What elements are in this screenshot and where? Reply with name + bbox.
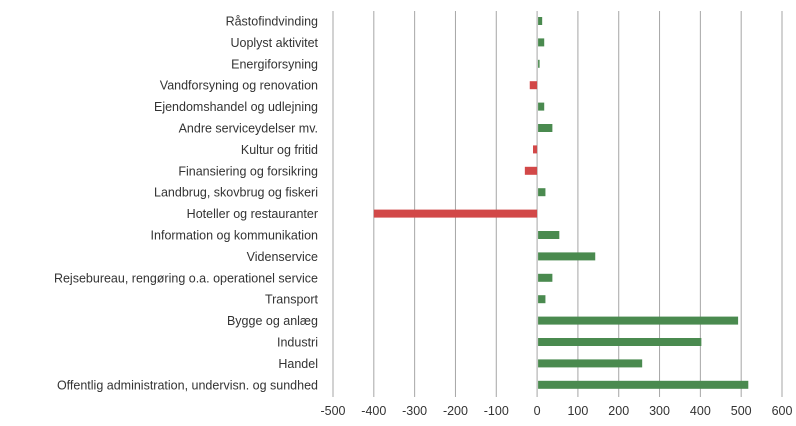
bar bbox=[533, 145, 538, 154]
bar bbox=[538, 295, 546, 304]
category-label: Råstofindvinding bbox=[226, 15, 318, 29]
bar bbox=[538, 102, 545, 111]
category-label: Offentlig administration, undervisn. og … bbox=[57, 378, 318, 392]
x-tick-label: -500 bbox=[320, 404, 345, 418]
category-label: Bygge og anlæg bbox=[227, 314, 318, 328]
category-label: Transport bbox=[265, 293, 319, 307]
category-label: Andre serviceydelser mv. bbox=[179, 122, 318, 136]
x-tick-label: 200 bbox=[608, 404, 629, 418]
category-label: Information og kommunikation bbox=[151, 229, 318, 243]
bar bbox=[524, 166, 538, 175]
x-tick-label: 300 bbox=[649, 404, 670, 418]
category-label: Hoteller og restauranter bbox=[187, 207, 318, 221]
category-label: Energiforsyning bbox=[231, 57, 318, 71]
bar bbox=[538, 124, 553, 132]
bars bbox=[373, 17, 749, 389]
category-label: Rejsebureau, rengøring o.a. operationel … bbox=[54, 271, 318, 285]
category-label: Industri bbox=[277, 336, 318, 350]
category-label: Handel bbox=[278, 357, 318, 371]
bar bbox=[538, 231, 560, 239]
x-tick-label: 500 bbox=[731, 404, 752, 418]
bar bbox=[538, 316, 739, 325]
bar bbox=[538, 59, 540, 68]
category-label: Videnservice bbox=[247, 250, 318, 264]
category-label: Ejendomshandel og udlejning bbox=[154, 100, 318, 114]
x-tick-label: 600 bbox=[772, 404, 793, 418]
bar bbox=[538, 380, 749, 389]
category-label: Landbrug, skovbrug og fiskeri bbox=[154, 186, 318, 200]
bar bbox=[538, 338, 702, 346]
x-tick-label: -300 bbox=[402, 404, 427, 418]
category-label: Vandforsyning og renovation bbox=[160, 79, 318, 93]
bar bbox=[538, 17, 543, 25]
bar bbox=[538, 188, 546, 197]
bar bbox=[538, 252, 596, 261]
category-label: Finansiering og forsikring bbox=[178, 164, 318, 178]
x-tick-label: -200 bbox=[443, 404, 468, 418]
bar bbox=[538, 359, 643, 368]
x-tick-label: -400 bbox=[361, 404, 386, 418]
bar bbox=[538, 38, 545, 47]
category-label: Kultur og fritid bbox=[241, 143, 318, 157]
category-label: Uoplyst aktivitet bbox=[230, 36, 318, 50]
x-tick-label: 400 bbox=[690, 404, 711, 418]
bar bbox=[373, 209, 538, 218]
gridlines bbox=[332, 11, 783, 397]
x-tick-label: 0 bbox=[534, 404, 541, 418]
category-labels: Råstofindvinding Uoplyst aktivitet Energif… bbox=[54, 15, 319, 393]
x-tick-label: 100 bbox=[567, 404, 588, 418]
bar bbox=[538, 273, 553, 282]
x-tick-labels: -500 -400 -300 -200 -100 0 100 200 300 400 500 600 bbox=[320, 404, 792, 418]
x-tick-label: -100 bbox=[484, 404, 509, 418]
bar bbox=[529, 81, 538, 90]
